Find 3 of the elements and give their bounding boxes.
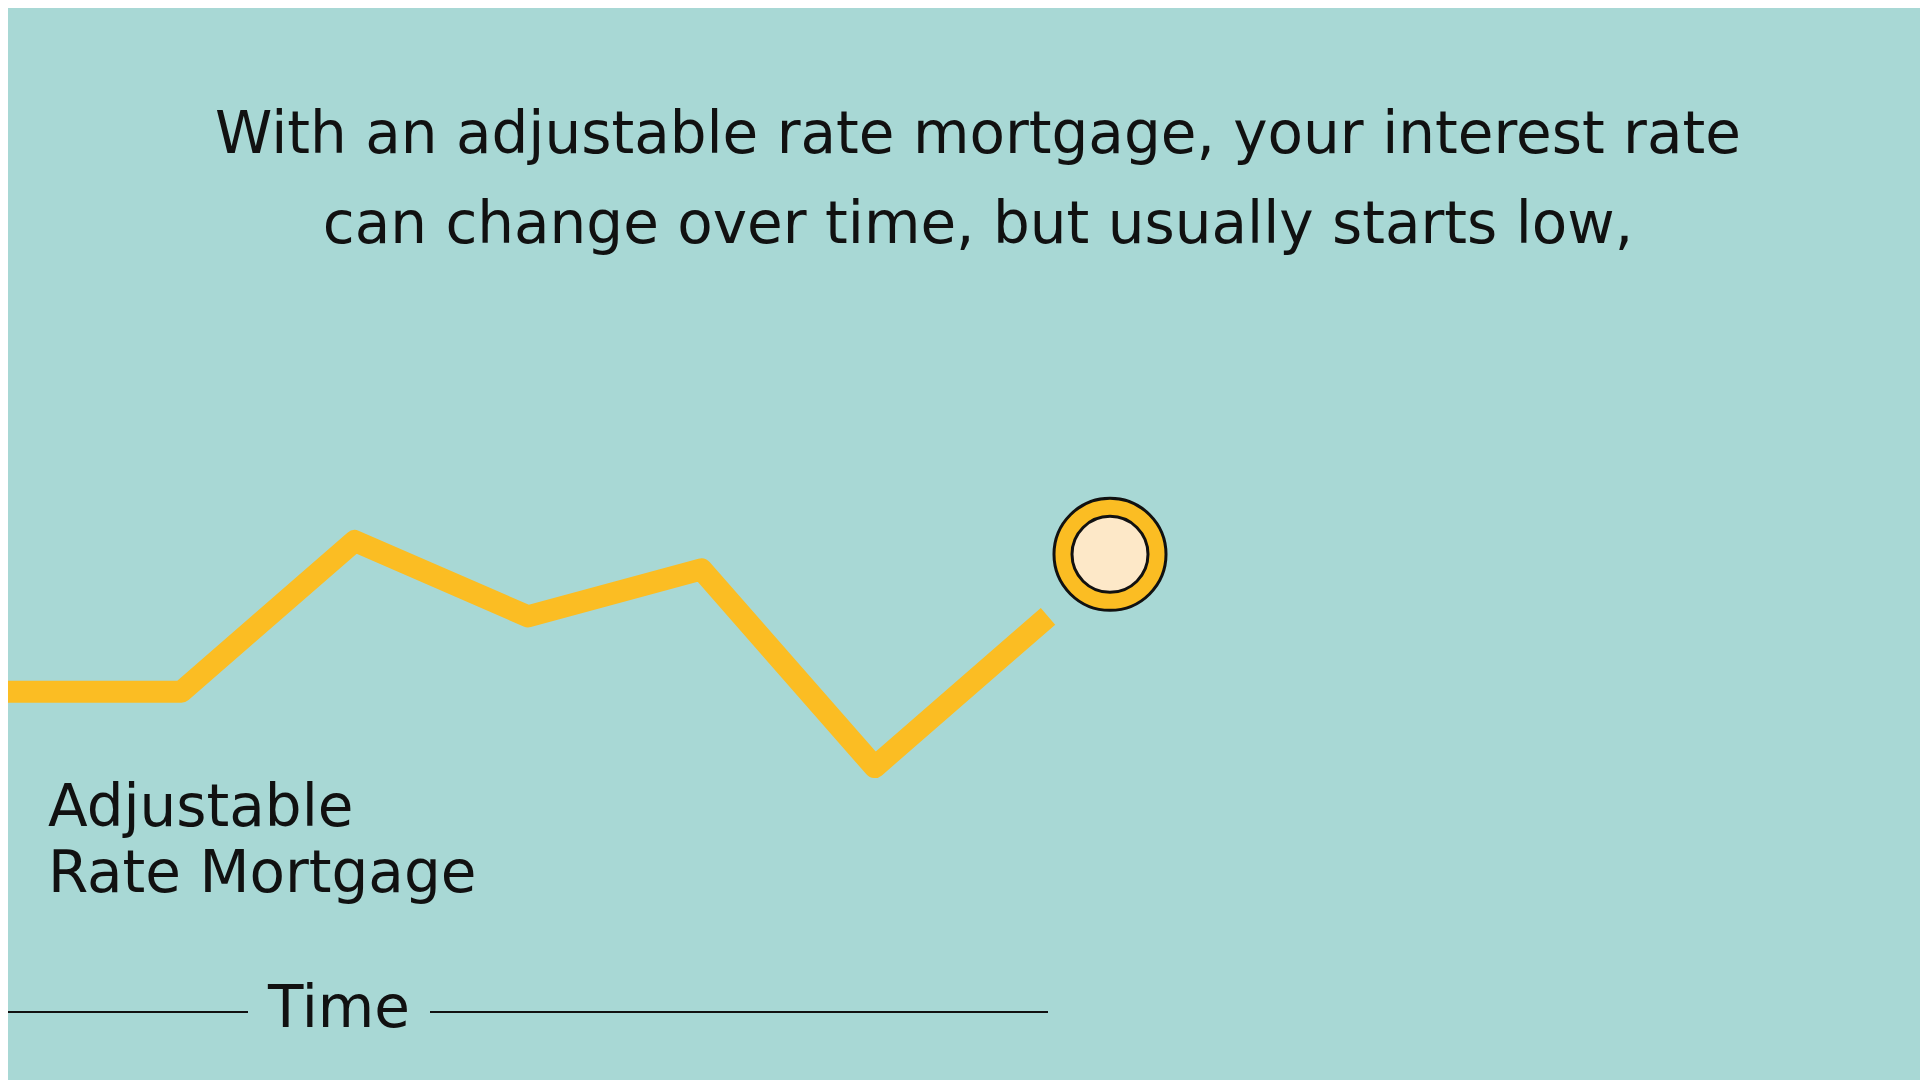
x-axis-title: Time: [248, 973, 430, 1041]
chart-title: With an adjustable rate mortgage, your interest rate can change over time, but usually starts low,: [214, 98, 1742, 259]
series-label: Adjustable Rate Mortgage: [48, 772, 478, 906]
